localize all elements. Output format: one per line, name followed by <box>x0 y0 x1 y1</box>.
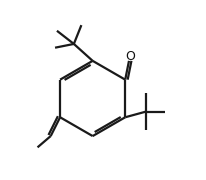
Text: O: O <box>125 50 135 63</box>
